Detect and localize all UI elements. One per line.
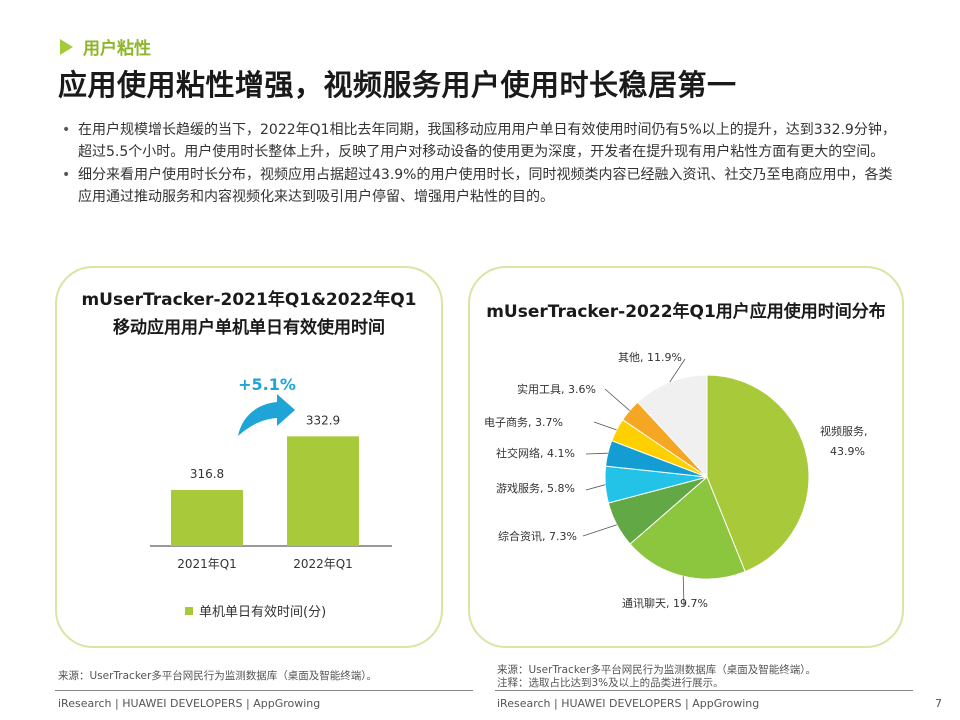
footer-divider-left <box>55 690 473 691</box>
bar-chart-title: mUserTracker-2021年Q1&2022年Q1 移动应用用户单机单日有… <box>57 286 441 342</box>
bar-category-label: 2022年Q1 <box>293 557 353 571</box>
play-triangle-icon <box>60 38 73 55</box>
pie-slice-label: 其他, 11.9% <box>618 351 682 364</box>
bar-chart: +5.1% 316.8 2021年Q1 332.9 2022年Q1 <box>150 375 392 571</box>
bullet-list: 在用户规模增长趋缓的当下，2022年Q1相比去年同期，我国移动应用用户单日有效使… <box>60 119 900 209</box>
bar-value-label: 332.9 <box>306 413 340 427</box>
right-source-note: 来源：UserTracker多平台网民行为监测数据库（桌面及智能终端）。 注释：… <box>497 664 816 690</box>
pie-chart: 视频服务, 43.9% 通讯聊天, 19.7% 综合资讯, 7.3% 游戏服务, 5.8… <box>484 351 868 610</box>
footer-right: iResearch | HUAWEI DEVELOPERS | AppGrowi… <box>497 697 760 710</box>
bar-category-label: 2021年Q1 <box>177 557 237 571</box>
bar-value-label: 316.8 <box>190 467 224 481</box>
pie-slice-label: 实用工具, 3.6% <box>517 382 596 396</box>
pie-slice <box>706 374 810 573</box>
section-label: 用户粘性 <box>83 39 151 59</box>
bar-chart-title-line1: mUserTracker-2021年Q1&2022年Q1 <box>81 290 417 310</box>
bullet-item: 细分来看用户使用时长分布，视频应用占据超过43.9%的用户使用时长，同时视频类内… <box>60 164 900 208</box>
section-tag: 用户粘性 <box>60 34 151 59</box>
pie-chart-title: mUserTracker-2022年Q1用户应用使用时间分布 <box>486 302 886 322</box>
footer-left: iResearch | HUAWEI DEVELOPERS | AppGrowi… <box>58 697 321 710</box>
right-note-line: 注释：选取占比达到3%及以上的品类进行展示。 <box>497 677 724 689</box>
bar <box>171 490 243 546</box>
footer-divider-right <box>495 690 913 691</box>
bar <box>287 436 359 546</box>
pie-slice-label: 通讯聊天, 19.7% <box>622 596 708 610</box>
pie-leader-line <box>669 358 686 383</box>
bar-chart-panel: mUserTracker-2021年Q1&2022年Q1 移动应用用户单机单日有… <box>55 266 443 648</box>
pie-slice-label: 综合资讯, 7.3% <box>498 529 577 543</box>
pie-leader-line <box>582 524 617 537</box>
pie-leader-line <box>682 576 685 607</box>
page-number: 7 <box>935 697 942 710</box>
pie-slice-label: 游戏服务, 5.8% <box>496 482 575 495</box>
bar-chart-title-line2: 移动应用用户单机单日有效使用时间 <box>113 318 385 338</box>
growth-label: +5.1% <box>238 375 296 394</box>
pie-leader-line <box>585 452 608 455</box>
pie-leader-line <box>593 421 617 431</box>
bar-legend: 单机单日有效时间(分) <box>185 601 326 620</box>
pie-leader-line <box>604 388 630 411</box>
bullet-item: 在用户规模增长趋缓的当下，2022年Q1相比去年同期，我国移动应用用户单日有效使… <box>60 119 900 163</box>
pie-slice-label: 社交网络, 4.1% <box>496 446 575 460</box>
growth-arrow-icon <box>238 394 295 436</box>
pie-slice-label: 视频服务, <box>820 424 868 438</box>
page-title: 应用使用粘性增强，视频服务用户使用时长稳居第一 <box>58 68 737 102</box>
pie-leader-line <box>585 484 606 491</box>
pie-slice-percent: 43.9% <box>830 445 865 458</box>
legend-swatch <box>185 606 193 615</box>
left-source-note: 来源：UserTracker多平台网民行为监测数据库（桌面及智能终端）。 <box>58 670 378 682</box>
pie-chart-panel: mUserTracker-2022年Q1用户应用使用时间分布 视频服务, 43.9… <box>468 266 904 648</box>
right-source-line: 来源：UserTracker多平台网民行为监测数据库（桌面及智能终端）。 <box>497 664 817 676</box>
pie-slice-label: 电子商务, 3.7% <box>484 415 563 429</box>
legend-label: 单机单日有效时间(分) <box>199 605 327 620</box>
